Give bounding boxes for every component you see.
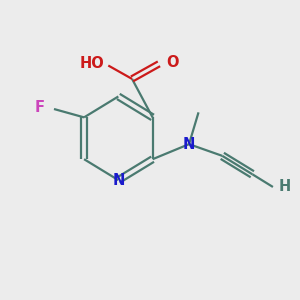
Text: F: F [35,100,45,115]
Text: N: N [183,136,195,152]
Text: HO: HO [80,56,104,71]
Text: N: N [112,172,124,188]
Text: H: H [279,179,291,194]
Text: O: O [166,55,178,70]
